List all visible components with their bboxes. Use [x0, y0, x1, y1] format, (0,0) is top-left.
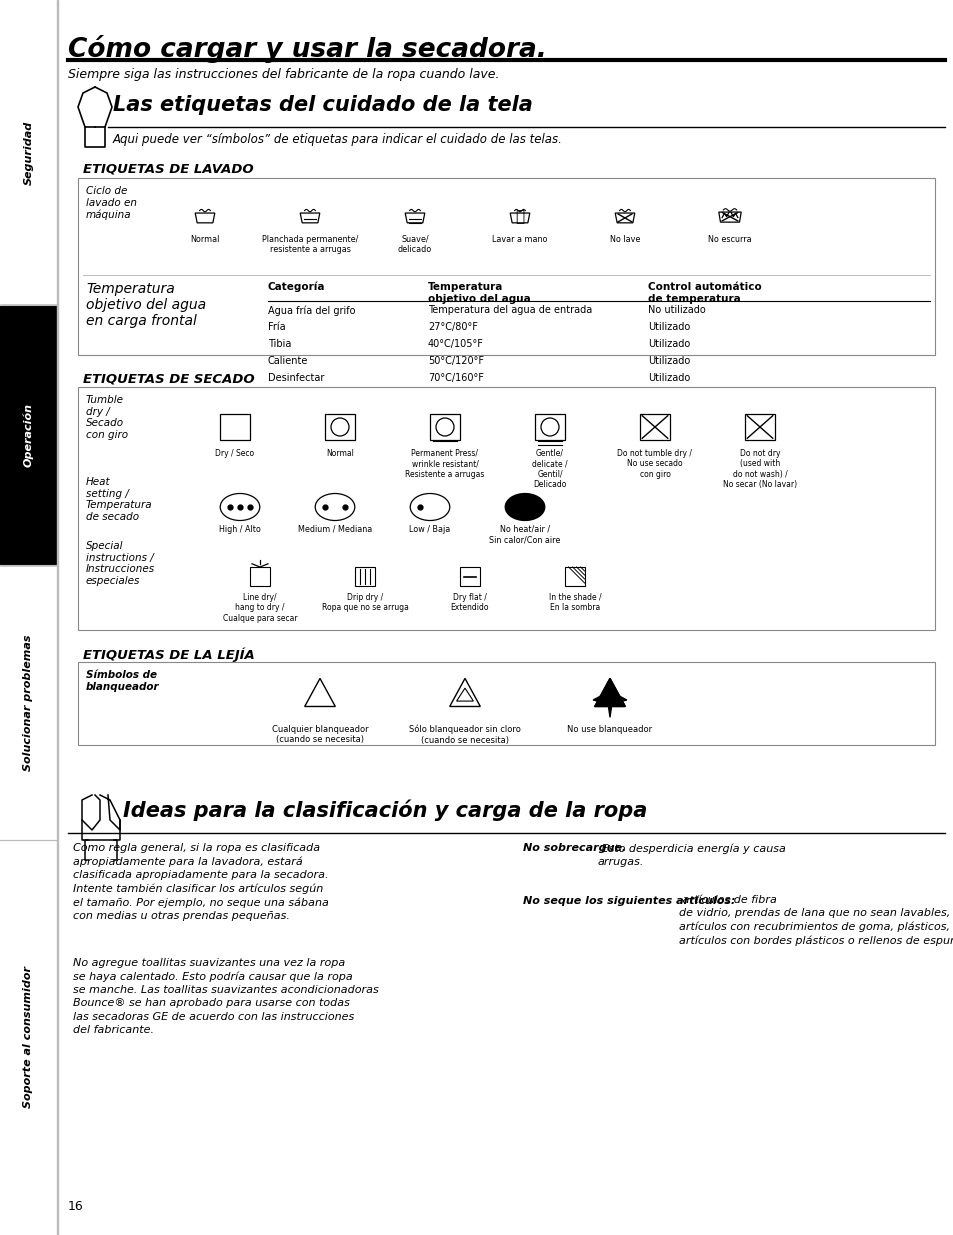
Bar [744, 414, 774, 440]
Text: Como regla general, si la ropa es clasificada
apropiadamente para la lavadora, e: Como regla general, si la ropa es clasif… [73, 844, 329, 921]
Text: ETIQUETAS DE LA LEJÍA: ETIQUETAS DE LA LEJÍA [83, 647, 254, 662]
Text: Dry / Seco: Dry / Seco [215, 450, 254, 458]
Text: No escurra: No escurra [707, 235, 751, 245]
Text: Agua fría del grifo: Agua fría del grifo [268, 305, 355, 315]
Bar [0, 0, 57, 1235]
Text: Gentle/
delicate /
Gentil/
Delicado: Gentle/ delicate / Gentil/ Delicado [532, 450, 567, 489]
Text: 50°C/120°F: 50°C/120°F [428, 356, 483, 366]
Text: Normal: Normal [326, 450, 354, 458]
Text: Ideas para la clasificación y carga de la ropa: Ideas para la clasificación y carga de l… [123, 799, 647, 821]
Bar [325, 414, 355, 440]
Text: Ciclo de
lavado en
máquina: Ciclo de lavado en máquina [86, 186, 137, 220]
Text: Suave/
delicado: Suave/ delicado [397, 235, 432, 254]
Text: Medium / Mediana: Medium / Mediana [297, 525, 372, 534]
Text: artículos de fibra
de vidrio, prendas de lana que no sean lavables,
artículos co: artículos de fibra de vidrio, prendas de… [679, 895, 953, 946]
Text: High / Alto: High / Alto [219, 525, 261, 534]
Polygon shape [614, 694, 626, 703]
Text: Normal: Normal [190, 235, 219, 245]
Bar [565, 567, 584, 587]
Text: ETIQUETAS DE LAVADO: ETIQUETAS DE LAVADO [83, 163, 253, 177]
Bar [535, 414, 564, 440]
Text: 27°C/80°F: 27°C/80°F [428, 322, 477, 332]
Text: Control automático
de temperatura: Control automático de temperatura [647, 282, 760, 304]
Text: Planchada permanente/
resistente a arrugas: Planchada permanente/ resistente a arrug… [261, 235, 357, 254]
Text: Low / Baja: Low / Baja [409, 525, 450, 534]
Text: Cómo cargar y usar la secadora.: Cómo cargar y usar la secadora. [68, 35, 546, 63]
Text: No use blanqueador: No use blanqueador [567, 725, 652, 734]
Text: Soporte al consumidor: Soporte al consumidor [24, 967, 33, 1109]
Text: Utilizado: Utilizado [647, 373, 690, 383]
Bar [57, 0, 58, 1235]
Text: Utilizado: Utilizado [647, 338, 690, 350]
Text: 16: 16 [68, 1200, 84, 1213]
Text: Utilizado: Utilizado [647, 322, 690, 332]
Bar [460, 567, 479, 587]
Text: Siempre siga las instrucciones del fabricante de la ropa cuando lave.: Siempre siga las instrucciones del fabri… [68, 68, 499, 82]
Text: Utilizado: Utilizado [647, 356, 690, 366]
Text: Seguridad: Seguridad [24, 120, 33, 184]
Text: Heat
setting /
Temperatura
de secado: Heat setting / Temperatura de secado [86, 477, 152, 522]
Ellipse shape [505, 494, 544, 520]
Text: No heat/air /
Sin calor/Con aire: No heat/air / Sin calor/Con aire [489, 525, 560, 545]
Text: Categoría: Categoría [268, 282, 325, 293]
Text: Dry flat /
Extendido: Dry flat / Extendido [450, 593, 489, 613]
Bar [639, 414, 669, 440]
Text: Símbolos de
blanqueador: Símbolos de blanqueador [86, 671, 159, 692]
Text: Lavar a mano: Lavar a mano [492, 235, 547, 245]
Text: No sobrecargue.: No sobrecargue. [522, 844, 625, 853]
Text: No agregue toallitas suavizantes una vez la ropa
se haya calentado. Esto podría : No agregue toallitas suavizantes una vez… [73, 958, 378, 1035]
Text: Do not tumble dry /
No use secado
con giro: Do not tumble dry / No use secado con gi… [617, 450, 692, 479]
Text: Special
instructions /
Instrucciones
especiales: Special instructions / Instrucciones esp… [86, 541, 155, 585]
Text: Esto desperdicia energía y causa
arrugas.: Esto desperdicia energía y causa arrugas… [598, 844, 785, 867]
Text: No utilizado: No utilizado [647, 305, 705, 315]
Text: ✋: ✋ [515, 210, 524, 225]
Text: Do not dry
(used with
do not wash) /
No secar (No lavar): Do not dry (used with do not wash) / No … [722, 450, 796, 489]
Text: Las etiquetas del cuidado de la tela: Las etiquetas del cuidado de la tela [112, 95, 533, 115]
Bar [0, 305, 57, 564]
Text: 70°C/160°F: 70°C/160°F [428, 373, 483, 383]
Bar [220, 414, 250, 440]
Text: 40°C/105°F: 40°C/105°F [428, 338, 483, 350]
Text: Tibia: Tibia [268, 338, 291, 350]
Text: Temperatura
objetivo del agua: Temperatura objetivo del agua [428, 282, 530, 304]
Bar [78, 662, 934, 745]
Polygon shape [594, 678, 624, 706]
Text: Line dry/
hang to dry /
Cualque para secar: Line dry/ hang to dry / Cualque para sec… [222, 593, 297, 622]
Text: Permanent Press/
wrinkle resistant/
Resistente a arrugas: Permanent Press/ wrinkle resistant/ Resi… [405, 450, 484, 479]
Text: Desinfectar: Desinfectar [268, 373, 324, 383]
Text: Cualquier blanqueador
(cuando se necesita): Cualquier blanqueador (cuando se necesit… [272, 725, 368, 745]
Text: ETIQUETAS DE SECADO: ETIQUETAS DE SECADO [83, 372, 254, 385]
Text: Tumble
dry /
Secado
con giro: Tumble dry / Secado con giro [86, 395, 128, 440]
Text: Drip dry /
Ropa que no se arruga: Drip dry / Ropa que no se arruga [321, 593, 408, 613]
Bar [355, 567, 375, 587]
Text: In the shade /
En la sombra: In the shade / En la sombra [548, 593, 600, 613]
Text: Fría: Fría [268, 322, 285, 332]
Text: Solucionar problemas: Solucionar problemas [24, 635, 33, 771]
Text: No lave: No lave [609, 235, 639, 245]
Polygon shape [608, 706, 611, 718]
Text: No seque los siguientes artículos:: No seque los siguientes artículos: [522, 895, 735, 905]
Bar [250, 567, 270, 587]
Text: Temperatura
objetivo del agua
en carga frontal: Temperatura objetivo del agua en carga f… [86, 282, 206, 329]
Text: Sólo blanqueador sin cloro
(cuando se necesita): Sólo blanqueador sin cloro (cuando se ne… [409, 725, 520, 745]
Bar [430, 414, 459, 440]
Text: Temperatura del agua de entrada: Temperatura del agua de entrada [428, 305, 592, 315]
Polygon shape [593, 694, 605, 703]
Text: Operación: Operación [23, 403, 33, 467]
Bar [78, 178, 934, 354]
Text: Caliente: Caliente [268, 356, 308, 366]
Text: Aqui puede ver “símbolos” de etiquetas para indicar el cuidado de las telas.: Aqui puede ver “símbolos” de etiquetas p… [112, 133, 562, 146]
Bar [78, 387, 934, 630]
